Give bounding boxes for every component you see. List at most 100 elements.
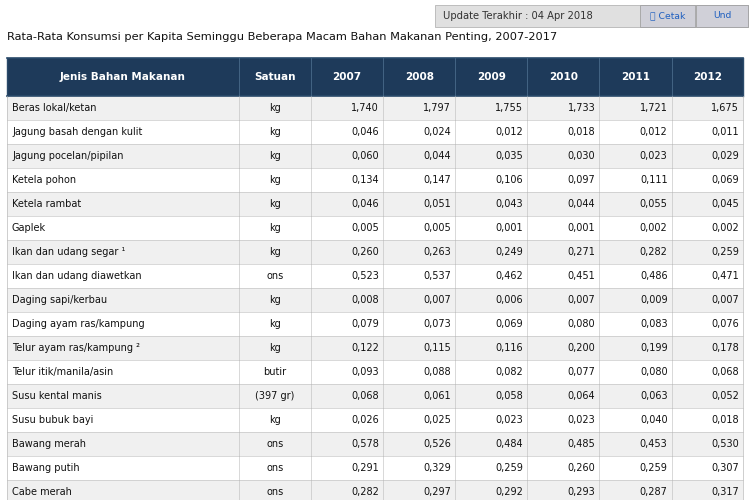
Text: 0,178: 0,178 <box>711 343 739 353</box>
Text: 1,797: 1,797 <box>423 103 451 113</box>
Bar <box>7 288 743 312</box>
Text: ons: ons <box>266 463 284 473</box>
Text: Jenis Bahan Makanan: Jenis Bahan Makanan <box>60 72 186 82</box>
Text: Jagung basah dengan kulit: Jagung basah dengan kulit <box>12 127 142 137</box>
Text: 0,082: 0,082 <box>496 367 524 377</box>
Text: 0,147: 0,147 <box>424 175 451 185</box>
Text: Cabe merah: Cabe merah <box>12 487 72 497</box>
Text: 0,291: 0,291 <box>351 463 379 473</box>
Text: 0,018: 0,018 <box>568 127 596 137</box>
Text: 0,083: 0,083 <box>640 319 668 329</box>
Text: kg: kg <box>269 127 280 137</box>
Text: 0,058: 0,058 <box>496 391 524 401</box>
Text: 0,329: 0,329 <box>424 463 451 473</box>
Bar <box>7 312 743 336</box>
Text: 0,530: 0,530 <box>711 439 739 449</box>
Text: kg: kg <box>269 223 280 233</box>
Text: 0,064: 0,064 <box>568 391 596 401</box>
Text: 2011: 2011 <box>621 72 650 82</box>
Text: Susu kental manis: Susu kental manis <box>12 391 102 401</box>
Text: Ketela pohon: Ketela pohon <box>12 175 76 185</box>
Text: 0,486: 0,486 <box>640 271 668 281</box>
Text: Rata-Rata Konsumsi per Kapita Seminggu Beberapa Macam Bahan Makanan Penting, 200: Rata-Rata Konsumsi per Kapita Seminggu B… <box>7 32 557 42</box>
Text: 0,523: 0,523 <box>351 271 379 281</box>
Text: 0,008: 0,008 <box>352 295 379 305</box>
Text: ons: ons <box>266 439 284 449</box>
Text: 0,578: 0,578 <box>351 439 379 449</box>
Text: 0,044: 0,044 <box>568 199 596 209</box>
Text: 0,282: 0,282 <box>351 487 379 497</box>
Text: 0,307: 0,307 <box>711 463 739 473</box>
Text: 0,046: 0,046 <box>352 199 379 209</box>
Text: 0,046: 0,046 <box>352 127 379 137</box>
Text: 0,030: 0,030 <box>568 151 596 161</box>
Text: 0,526: 0,526 <box>423 439 451 449</box>
Text: Susu bubuk bayi: Susu bubuk bayi <box>12 415 93 425</box>
Text: 0,018: 0,018 <box>711 415 739 425</box>
Text: Bawang putih: Bawang putih <box>12 463 80 473</box>
Text: 0,029: 0,029 <box>711 151 739 161</box>
Text: 0,485: 0,485 <box>568 439 596 449</box>
Text: 0,045: 0,045 <box>711 199 739 209</box>
Text: 2008: 2008 <box>405 72 433 82</box>
Text: 2012: 2012 <box>693 72 722 82</box>
Text: 0,043: 0,043 <box>496 199 524 209</box>
Text: 0,068: 0,068 <box>711 367 739 377</box>
Text: Update Terakhir : 04 Apr 2018: Update Terakhir : 04 Apr 2018 <box>443 11 592 21</box>
Text: (397 gr): (397 gr) <box>255 391 295 401</box>
Text: 0,060: 0,060 <box>352 151 379 161</box>
Text: 2010: 2010 <box>549 72 578 82</box>
Text: 0,005: 0,005 <box>351 223 379 233</box>
Text: 0,093: 0,093 <box>352 367 379 377</box>
Text: Ikan dan udang diawetkan: Ikan dan udang diawetkan <box>12 271 142 281</box>
Text: 0,023: 0,023 <box>496 415 524 425</box>
Text: 0,061: 0,061 <box>424 391 451 401</box>
Text: 0,292: 0,292 <box>496 487 524 497</box>
Text: 0,111: 0,111 <box>640 175 668 185</box>
Text: 0,259: 0,259 <box>711 247 739 257</box>
Bar <box>7 120 743 144</box>
Text: 1,740: 1,740 <box>351 103 379 113</box>
Text: 0,453: 0,453 <box>640 439 668 449</box>
Text: Bawang merah: Bawang merah <box>12 439 86 449</box>
Bar <box>7 192 743 216</box>
Text: 0,051: 0,051 <box>424 199 451 209</box>
Text: 1,733: 1,733 <box>568 103 596 113</box>
Text: 2009: 2009 <box>477 72 506 82</box>
Text: 0,080: 0,080 <box>568 319 596 329</box>
Text: 0,200: 0,200 <box>568 343 596 353</box>
Text: 0,069: 0,069 <box>496 319 524 329</box>
Text: 0,007: 0,007 <box>711 295 739 305</box>
Bar <box>7 480 743 500</box>
Text: 0,282: 0,282 <box>640 247 668 257</box>
Text: 0,055: 0,055 <box>640 199 668 209</box>
Text: Und: Und <box>712 12 731 20</box>
Bar <box>435 5 748 27</box>
Bar <box>7 144 743 168</box>
Text: 0,073: 0,073 <box>424 319 451 329</box>
Text: 0,287: 0,287 <box>640 487 668 497</box>
Text: 0,116: 0,116 <box>496 343 524 353</box>
Text: 0,134: 0,134 <box>352 175 379 185</box>
Text: 0,471: 0,471 <box>711 271 739 281</box>
Text: 0,077: 0,077 <box>568 367 596 377</box>
Text: 0,011: 0,011 <box>711 127 739 137</box>
Text: 0,079: 0,079 <box>351 319 379 329</box>
Text: 0,097: 0,097 <box>568 175 596 185</box>
Text: 0,537: 0,537 <box>423 271 451 281</box>
Bar <box>696 5 748 27</box>
Text: kg: kg <box>269 199 280 209</box>
Text: 0,040: 0,040 <box>640 415 668 425</box>
Text: 0,271: 0,271 <box>568 247 596 257</box>
Text: kg: kg <box>269 103 280 113</box>
Text: 0,068: 0,068 <box>352 391 379 401</box>
Text: 0,001: 0,001 <box>568 223 596 233</box>
Text: Telur itik/manila/asin: Telur itik/manila/asin <box>12 367 113 377</box>
Text: 0,260: 0,260 <box>351 247 379 257</box>
Bar <box>7 360 743 384</box>
Text: Daging sapi/kerbau: Daging sapi/kerbau <box>12 295 107 305</box>
Bar <box>7 58 743 96</box>
Text: 0,115: 0,115 <box>424 343 451 353</box>
Text: 0,249: 0,249 <box>496 247 524 257</box>
Text: Telur ayam ras/kampung ²: Telur ayam ras/kampung ² <box>12 343 140 353</box>
